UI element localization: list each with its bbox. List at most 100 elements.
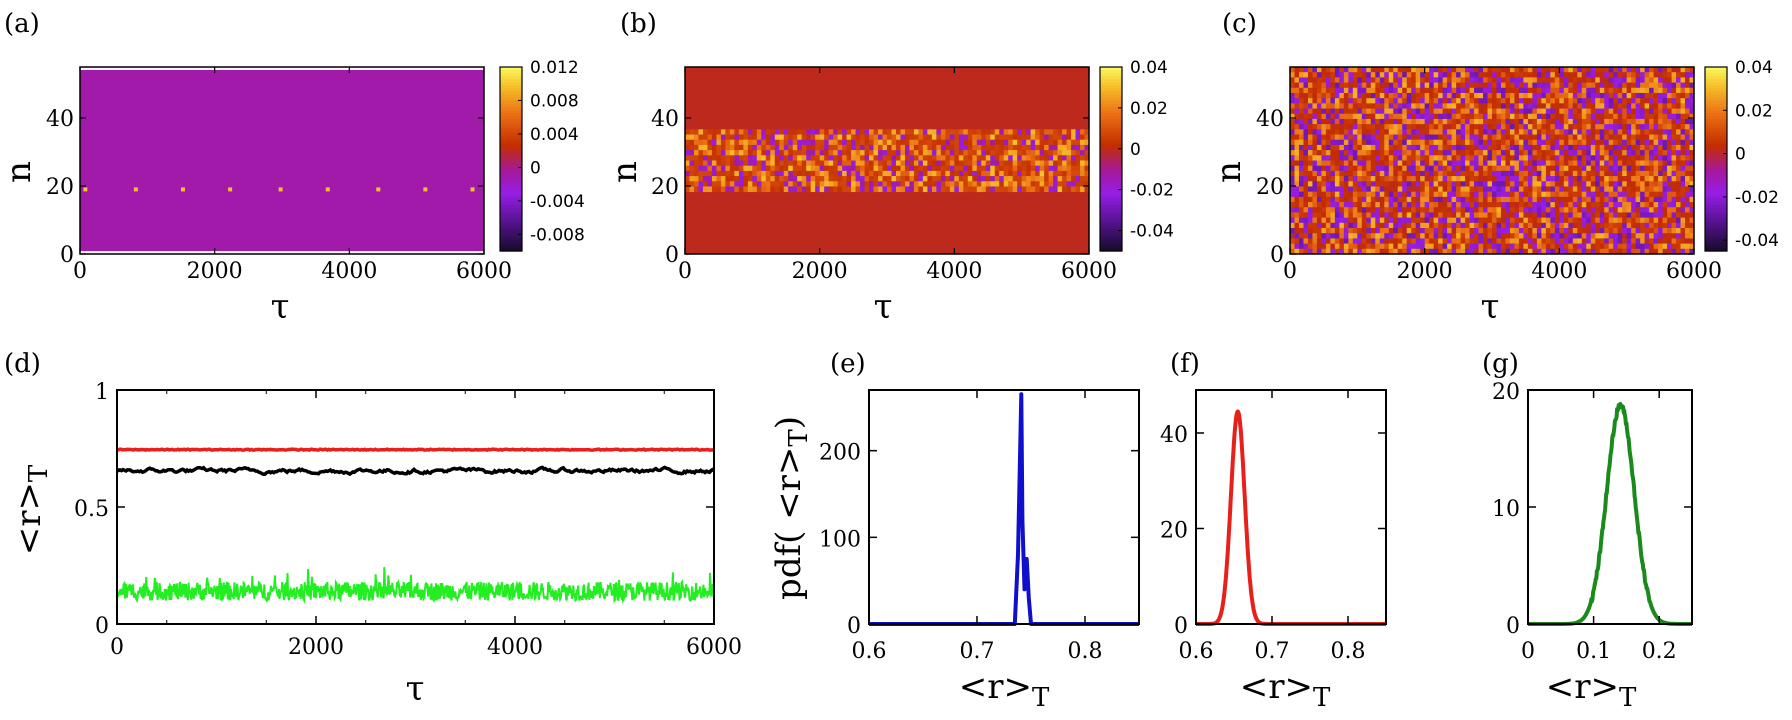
heatmap-cell bbox=[1325, 98, 1331, 104]
heatmap-cell bbox=[743, 170, 749, 177]
heatmap-cell bbox=[900, 165, 906, 172]
heatmap-cell bbox=[1536, 129, 1542, 135]
heatmap-cell bbox=[1375, 207, 1381, 213]
heatmap-cell bbox=[1572, 217, 1578, 224]
heatmap-cell bbox=[1384, 196, 1390, 203]
heatmap-cell bbox=[1411, 222, 1417, 229]
heatmap-cell bbox=[1631, 139, 1637, 146]
heatmap-cell bbox=[1303, 77, 1309, 83]
heatmap-cell bbox=[685, 165, 690, 172]
heatmap-cell bbox=[1465, 124, 1470, 130]
heatmap-cell bbox=[1550, 212, 1556, 219]
heatmap-cell bbox=[1460, 155, 1466, 161]
heatmap-cell bbox=[1465, 217, 1470, 224]
colorbar-segment bbox=[500, 103, 522, 108]
heatmap-cell bbox=[1334, 228, 1340, 234]
heatmap-cell bbox=[1496, 103, 1502, 109]
heatmap-cell bbox=[864, 139, 870, 146]
heatmap-cell bbox=[1465, 170, 1470, 177]
heatmap-cell bbox=[1590, 191, 1596, 198]
heatmap-cell bbox=[1572, 228, 1578, 234]
colorbar-segment bbox=[1705, 165, 1727, 169]
heatmap-cell bbox=[1465, 82, 1470, 89]
heatmap-cell bbox=[729, 144, 735, 151]
heatmap-cell bbox=[1375, 176, 1381, 182]
heatmap-cell bbox=[833, 181, 839, 187]
heatmap-cell bbox=[1559, 118, 1565, 125]
heatmap-cell bbox=[1483, 196, 1488, 203]
heatmap-cell bbox=[1442, 155, 1448, 161]
heatmap-cell bbox=[1451, 67, 1457, 73]
heatmap-cell bbox=[1676, 233, 1681, 239]
heatmap-cell bbox=[1523, 124, 1529, 130]
heatmap-cell bbox=[1334, 144, 1340, 151]
heatmap-cell bbox=[1062, 155, 1067, 161]
heatmap-cell bbox=[1411, 150, 1417, 156]
heatmap-cell bbox=[1523, 82, 1529, 89]
heatmap-cell bbox=[842, 144, 847, 151]
heatmap-cell bbox=[1635, 98, 1641, 104]
heatmap-cell bbox=[1008, 155, 1014, 161]
colorbar-segment bbox=[1100, 116, 1122, 120]
heatmap-cell bbox=[1330, 165, 1336, 172]
heatmap-cell bbox=[1604, 228, 1610, 234]
colorbar-segment bbox=[1705, 152, 1727, 157]
heatmap-cell bbox=[828, 160, 834, 167]
heatmap-cell bbox=[1640, 98, 1646, 104]
heatmap-cell bbox=[1447, 196, 1452, 203]
heatmap-cell bbox=[819, 139, 825, 146]
heatmap-cell bbox=[1397, 144, 1403, 151]
heatmap-cell bbox=[1325, 212, 1331, 219]
x-tick-label: 0 bbox=[1283, 259, 1297, 284]
heatmap-cell bbox=[1433, 72, 1439, 78]
heatmap-cell bbox=[1334, 118, 1340, 125]
heatmap-cell bbox=[1411, 155, 1417, 161]
heatmap-cell bbox=[1685, 170, 1690, 177]
heatmap-cell bbox=[1352, 176, 1358, 182]
heatmap-cell bbox=[1321, 134, 1327, 141]
heatmap-cell bbox=[1438, 207, 1444, 213]
heatmap-cell bbox=[747, 155, 753, 161]
heatmap-cell bbox=[1671, 103, 1677, 109]
heatmap-cell bbox=[1586, 233, 1592, 239]
heatmap-cell bbox=[1586, 82, 1592, 89]
heatmap-cell bbox=[1420, 113, 1426, 120]
heatmap-cell bbox=[1451, 233, 1457, 239]
heatmap-cell bbox=[1635, 108, 1641, 115]
heatmap-cell bbox=[806, 144, 812, 151]
heatmap-cell bbox=[1500, 160, 1506, 167]
heatmap-cell bbox=[824, 176, 830, 182]
panel-label-e: (e) bbox=[830, 349, 866, 379]
heatmap-cell bbox=[1640, 238, 1646, 245]
heatmap-cell bbox=[1649, 92, 1654, 99]
heatmap-cell bbox=[1680, 165, 1686, 172]
heatmap-cell bbox=[1563, 233, 1569, 239]
heatmap-cell bbox=[1438, 176, 1444, 182]
heatmap-cell bbox=[1586, 129, 1592, 135]
heatmap-cell bbox=[1321, 181, 1327, 187]
heatmap-cell bbox=[1447, 186, 1452, 193]
y-axis-label-c: n bbox=[1209, 161, 1249, 183]
heatmap-cell bbox=[1676, 150, 1681, 156]
heatmap-cell bbox=[1653, 222, 1659, 229]
heatmap-cell bbox=[698, 144, 704, 151]
heatmap-cell bbox=[887, 186, 892, 193]
heatmap-cell bbox=[1366, 222, 1372, 229]
y-tick-label: 1 bbox=[95, 380, 109, 405]
heatmap-cell bbox=[1429, 67, 1435, 73]
heatmap-cell bbox=[729, 176, 735, 182]
heatmap-cell bbox=[1622, 129, 1628, 135]
heatmap-cell bbox=[1640, 108, 1646, 115]
heatmap-cell bbox=[1653, 144, 1659, 151]
heatmap-cell bbox=[1307, 222, 1313, 229]
heatmap-cell bbox=[783, 134, 789, 141]
heatmap-cell bbox=[1397, 139, 1403, 146]
heatmap-cell bbox=[770, 160, 776, 167]
heatmap-cell bbox=[1689, 243, 1695, 250]
heatmap-cell bbox=[1604, 217, 1610, 224]
heatmap-cell bbox=[1330, 212, 1336, 219]
heatmap-cell bbox=[1071, 155, 1076, 161]
heatmap-cell bbox=[833, 139, 839, 146]
heatmap-cell bbox=[1415, 134, 1421, 141]
